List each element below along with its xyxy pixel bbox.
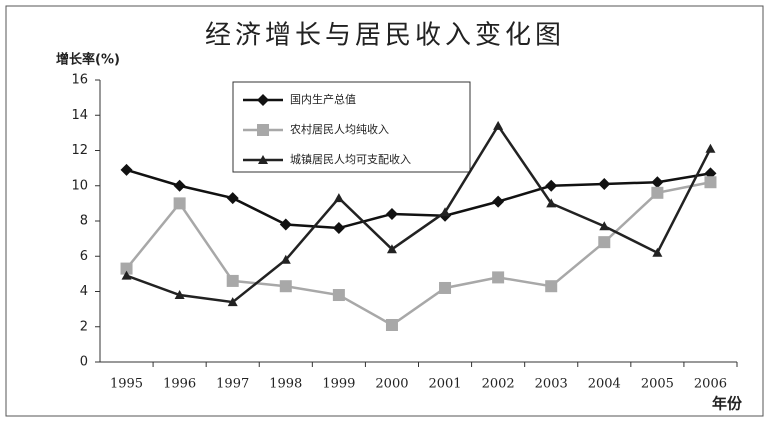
- x-tick-label: 1995: [110, 377, 143, 392]
- marker: [598, 177, 611, 190]
- marker: [174, 290, 185, 300]
- x-tick-label: 2005: [641, 377, 674, 392]
- y-tick-label: 12: [71, 143, 88, 158]
- x-tick-label: 1999: [322, 377, 355, 392]
- y-tick-label: 14: [71, 108, 88, 123]
- x-tick-label: 2001: [428, 377, 461, 392]
- marker: [332, 222, 345, 235]
- marker: [385, 207, 398, 220]
- legend-label: 国内生产总值: [290, 92, 356, 106]
- marker: [545, 280, 558, 293]
- series-line: [126, 168, 711, 230]
- legend-label: 城镇居民人均可支配收入: [290, 152, 411, 166]
- marker: [279, 218, 292, 231]
- marker: [120, 163, 133, 176]
- marker: [257, 94, 269, 106]
- series-line: [126, 123, 712, 304]
- marker: [332, 289, 345, 302]
- marker: [651, 176, 664, 189]
- marker: [546, 198, 557, 208]
- marker: [651, 186, 664, 199]
- y-tick-label: 16: [71, 73, 88, 88]
- marker: [492, 271, 505, 284]
- marker: [227, 297, 238, 307]
- marker: [226, 192, 239, 205]
- marker: [279, 280, 292, 293]
- marker: [599, 221, 610, 231]
- marker: [120, 262, 133, 275]
- y-axis-label: 增长率(%): [56, 52, 120, 68]
- y-tick-label: 4: [80, 284, 88, 299]
- marker: [704, 176, 717, 189]
- x-tick-label: 1998: [269, 377, 302, 392]
- frame: [5, 5, 764, 417]
- marker: [439, 281, 452, 294]
- x-tick-label: 2000: [375, 377, 408, 392]
- legend-label: 农村居民人均纯收入: [290, 122, 389, 136]
- marker: [173, 197, 186, 210]
- x-axis-label: 年份: [712, 395, 743, 413]
- marker: [280, 254, 291, 264]
- marker: [385, 318, 398, 331]
- marker: [121, 270, 132, 280]
- marker: [173, 179, 186, 192]
- chart-title: 经济增长与居民收入变化图: [205, 21, 565, 51]
- marker: [257, 124, 269, 136]
- marker: [652, 247, 663, 257]
- series-line: [125, 180, 711, 327]
- marker: [440, 207, 451, 217]
- marker: [226, 274, 239, 287]
- marker: [598, 236, 611, 249]
- x-tick-label: 2002: [482, 377, 515, 392]
- y-tick-label: 10: [71, 178, 88, 193]
- marker: [545, 179, 558, 192]
- y-tick-label: 8: [80, 214, 88, 229]
- x-tick-label: 2006: [694, 377, 727, 392]
- marker: [493, 120, 504, 130]
- y-tick-label: 2: [80, 319, 88, 334]
- y-tick-label: 6: [80, 249, 88, 264]
- legend-box: [232, 81, 471, 173]
- marker: [386, 244, 397, 254]
- marker: [258, 155, 268, 164]
- x-tick-label: 2003: [535, 377, 568, 392]
- y-tick-label: 0: [80, 355, 88, 370]
- marker: [333, 193, 344, 203]
- x-tick-label: 1997: [216, 377, 249, 392]
- x-tick-label: 2004: [588, 377, 621, 392]
- x-tick-label: 1996: [163, 377, 196, 392]
- marker: [492, 195, 505, 208]
- marker: [705, 143, 716, 153]
